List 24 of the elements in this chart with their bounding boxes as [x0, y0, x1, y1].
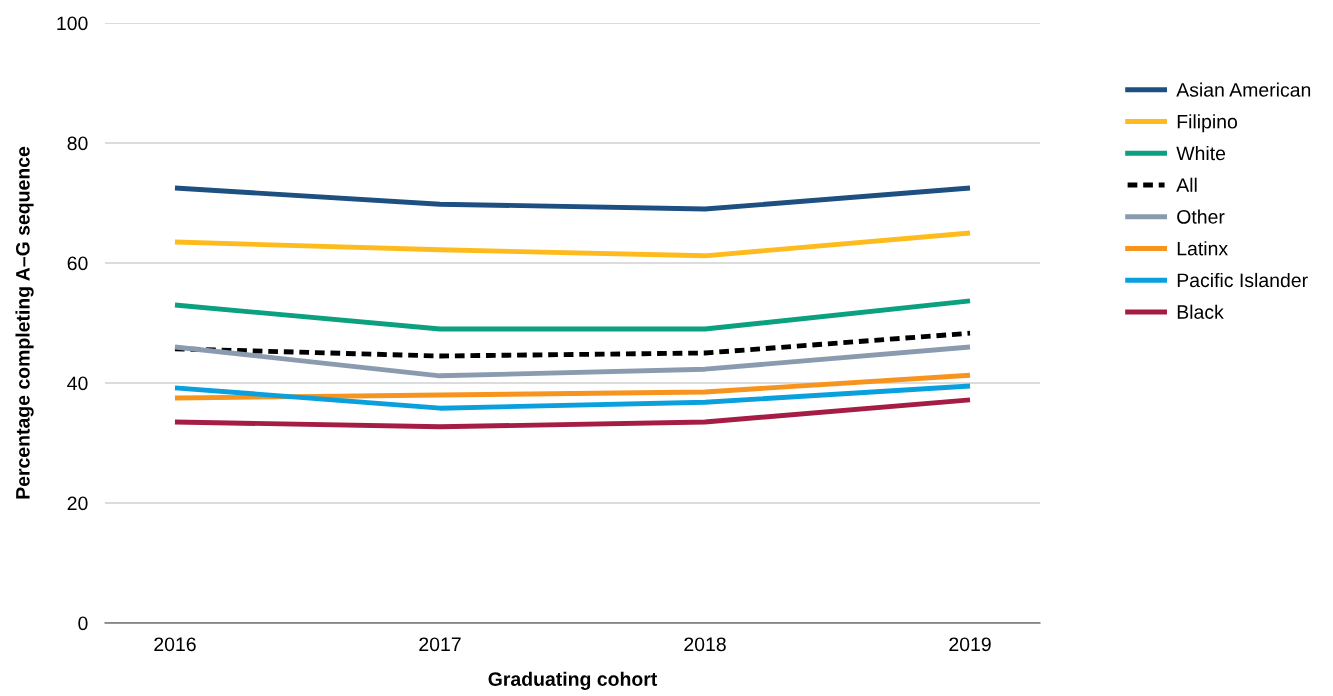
legend-label: Filipino [1177, 114, 1238, 133]
legend-label: Black [1177, 304, 1224, 319]
y-tick-label: 60 [67, 256, 88, 271]
x-tick-label: 2017 [419, 637, 461, 652]
legend-label: White [1176, 145, 1226, 161]
line-series [172, 330, 973, 359]
line-series [172, 372, 973, 401]
legend-label: Pacific Islander [1177, 272, 1308, 288]
y-tick-label: 80 [67, 136, 88, 151]
x-tick-label: 2019 [949, 637, 991, 652]
y-tick-label: 100 [57, 16, 88, 31]
legend-label: All [1176, 177, 1197, 192]
x-tick-label: 2018 [684, 637, 726, 652]
y-tick-label: 20 [67, 496, 88, 511]
x-tick-label: 2016 [154, 637, 196, 652]
y-tick-label: 40 [67, 376, 88, 391]
line-series [172, 383, 973, 411]
legend-label: Other [1177, 209, 1225, 224]
y-axis-title: Percentage completing A–G sequence [15, 146, 34, 499]
legend-label: Latinx [1177, 241, 1228, 256]
y-tick-label: 0 [78, 616, 88, 631]
legend-label: Asian American [1176, 82, 1311, 97]
line-series [172, 230, 973, 259]
x-axis-title: Graduating cohort [488, 671, 658, 690]
